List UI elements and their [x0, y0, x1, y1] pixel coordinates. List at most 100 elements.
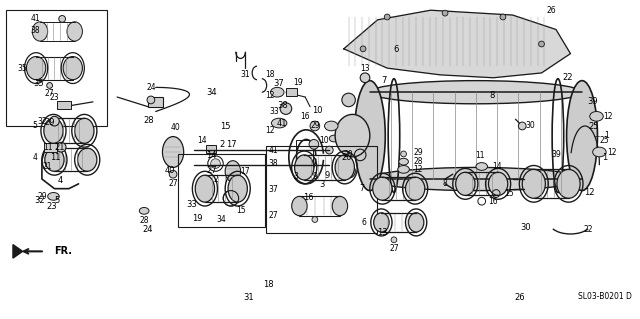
Text: 41: 41: [277, 119, 287, 128]
Ellipse shape: [77, 148, 97, 171]
Text: 14: 14: [206, 151, 216, 160]
Circle shape: [442, 10, 448, 16]
Text: 33: 33: [269, 107, 279, 116]
Text: 1: 1: [604, 131, 609, 140]
Text: 12: 12: [413, 165, 423, 174]
Bar: [296, 140, 313, 171]
Ellipse shape: [372, 177, 392, 200]
Circle shape: [169, 170, 177, 178]
Bar: [178, 154, 265, 227]
Bar: [44, 143, 58, 152]
Text: 20: 20: [342, 152, 352, 162]
Text: 30: 30: [525, 122, 535, 130]
Circle shape: [47, 83, 52, 88]
Text: 11: 11: [475, 152, 484, 160]
Ellipse shape: [476, 163, 488, 170]
Text: 11: 11: [51, 152, 61, 162]
Text: 25: 25: [600, 136, 609, 145]
Text: 1: 1: [602, 152, 607, 162]
Ellipse shape: [335, 155, 355, 180]
Text: 12: 12: [604, 112, 613, 121]
Text: 4: 4: [33, 153, 38, 162]
Text: 35: 35: [18, 63, 28, 73]
Bar: [206, 145, 216, 153]
Circle shape: [384, 14, 390, 20]
Ellipse shape: [195, 175, 214, 202]
Text: 19: 19: [294, 78, 303, 87]
Text: 12: 12: [607, 147, 617, 157]
Text: 39: 39: [551, 150, 561, 160]
Text: 3: 3: [293, 172, 298, 181]
Text: 28: 28: [140, 216, 149, 225]
Circle shape: [391, 237, 397, 243]
Text: 5: 5: [33, 122, 38, 130]
Text: 9: 9: [312, 172, 317, 181]
Text: 13: 13: [360, 63, 370, 73]
Text: 12: 12: [584, 188, 595, 197]
Ellipse shape: [566, 81, 598, 190]
Text: 28: 28: [413, 157, 423, 166]
Text: 16: 16: [300, 112, 310, 121]
Text: 19: 19: [193, 214, 203, 223]
Text: 39: 39: [588, 97, 598, 106]
Ellipse shape: [557, 169, 580, 198]
Text: 27: 27: [45, 89, 54, 98]
Ellipse shape: [67, 22, 83, 41]
Text: 15: 15: [236, 206, 245, 215]
Ellipse shape: [332, 197, 348, 216]
Text: 37: 37: [274, 79, 285, 88]
Circle shape: [280, 103, 292, 115]
Text: 27: 27: [269, 211, 278, 220]
Circle shape: [518, 122, 526, 130]
Bar: [58, 101, 71, 108]
Circle shape: [401, 151, 406, 157]
Ellipse shape: [140, 207, 149, 214]
Text: 5: 5: [54, 196, 60, 205]
Ellipse shape: [456, 172, 475, 196]
Text: 4: 4: [58, 176, 63, 185]
Text: 14: 14: [492, 162, 502, 171]
Text: 21: 21: [55, 144, 65, 152]
Bar: [266, 146, 376, 233]
Ellipse shape: [63, 56, 83, 80]
Circle shape: [342, 93, 355, 107]
Ellipse shape: [355, 81, 385, 190]
Polygon shape: [13, 245, 22, 258]
Ellipse shape: [45, 148, 64, 171]
Text: 35: 35: [33, 79, 44, 88]
Ellipse shape: [26, 56, 45, 80]
Ellipse shape: [271, 118, 287, 128]
Circle shape: [342, 165, 355, 178]
Circle shape: [50, 116, 60, 126]
Text: 27: 27: [168, 179, 178, 188]
Ellipse shape: [330, 135, 339, 142]
Text: 9: 9: [324, 171, 330, 180]
Ellipse shape: [163, 137, 184, 167]
Circle shape: [326, 146, 333, 154]
Text: 40: 40: [164, 166, 175, 174]
Text: 33: 33: [186, 200, 197, 209]
Text: 27: 27: [206, 166, 216, 174]
Circle shape: [211, 159, 220, 168]
Ellipse shape: [589, 112, 604, 121]
Ellipse shape: [335, 115, 370, 157]
Text: 14: 14: [197, 136, 207, 145]
Text: 28: 28: [143, 116, 154, 125]
Ellipse shape: [408, 213, 424, 232]
Ellipse shape: [370, 167, 582, 190]
Ellipse shape: [324, 121, 338, 131]
Text: 20: 20: [344, 150, 353, 160]
Text: 6: 6: [362, 218, 367, 227]
Text: 12: 12: [265, 91, 275, 100]
Text: 16: 16: [303, 193, 314, 202]
Text: 23: 23: [47, 203, 58, 211]
Ellipse shape: [370, 81, 582, 104]
Circle shape: [309, 139, 319, 149]
Ellipse shape: [271, 87, 284, 97]
Text: 10: 10: [320, 136, 330, 145]
Text: 15: 15: [504, 189, 513, 198]
Text: 34: 34: [216, 215, 226, 224]
Ellipse shape: [294, 155, 314, 180]
Text: 8: 8: [443, 179, 447, 188]
Circle shape: [59, 16, 65, 22]
